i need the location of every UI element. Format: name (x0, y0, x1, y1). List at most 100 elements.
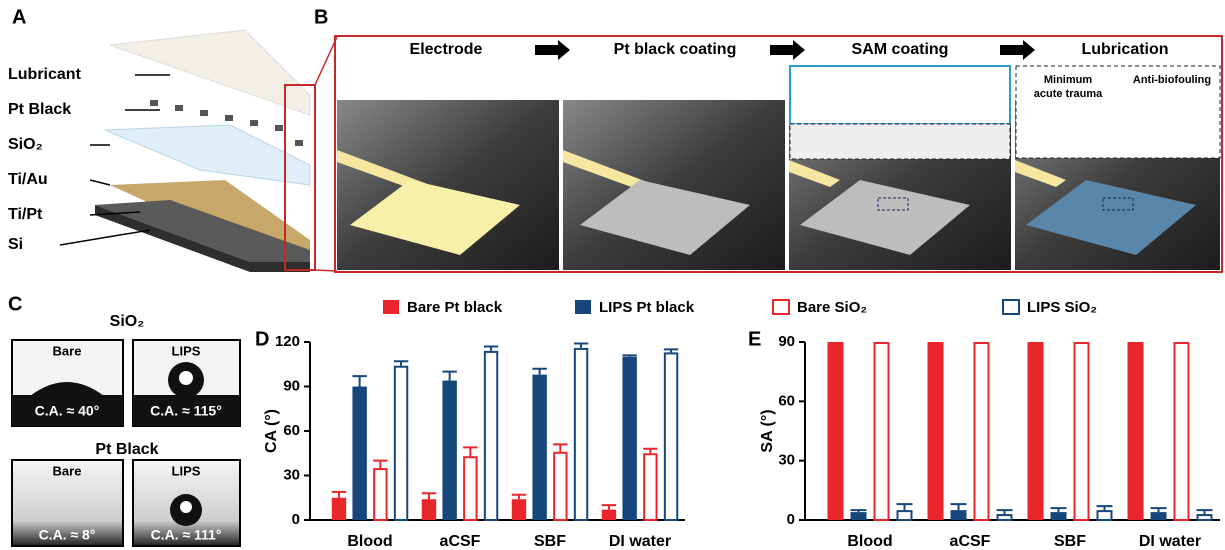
x-tick-label: DI water (609, 533, 671, 550)
legend-swatch (383, 300, 399, 314)
bar (875, 343, 889, 520)
bar (485, 352, 497, 520)
legend-label: LIPS SiO₂ (1027, 299, 1097, 316)
bar (1175, 343, 1189, 520)
bar (1128, 342, 1144, 520)
contact-angle: C.A. ≈ 40° (35, 403, 100, 419)
layer-label: Ti/Pt (8, 206, 43, 223)
panel-a-illustration (95, 30, 315, 272)
error-bar (602, 505, 616, 509)
error-bar (484, 346, 498, 350)
legend-swatch (1003, 300, 1019, 314)
error-bar (394, 361, 408, 365)
image-label: Bare (53, 463, 82, 478)
y-tick-label: 0 (787, 511, 795, 528)
y-axis-title: SA (°) (759, 409, 776, 452)
bar (898, 511, 912, 520)
error-bar (574, 343, 588, 347)
layer-label: SiO₂ (8, 136, 43, 153)
y-tick-label: 30 (778, 452, 795, 469)
error-bar (373, 461, 387, 468)
bar (665, 353, 677, 520)
contact-angle: C.A. ≈ 115° (150, 403, 222, 419)
image-label: LIPS (172, 343, 201, 358)
bar (851, 512, 867, 520)
bar (998, 515, 1012, 520)
layer-label: Lubricant (8, 66, 82, 83)
y-tick-label: 60 (778, 392, 795, 409)
panel-label: B (314, 6, 328, 28)
error-bar (664, 349, 678, 352)
panel-label: E (748, 328, 761, 350)
page: A B C D E Lubricant Pt Black SiO₂ Ti/Au … (0, 0, 1225, 550)
error-bar (512, 495, 526, 499)
bar (554, 453, 566, 520)
bar (374, 469, 386, 520)
x-tick-label: aCSF (950, 533, 991, 550)
bar (575, 349, 587, 520)
error-bar (1097, 506, 1113, 510)
panel-label: A (12, 6, 26, 28)
bar (1051, 512, 1067, 520)
step-label: Pt black coating (614, 41, 737, 58)
bar (512, 499, 526, 520)
x-tick-label: SBF (1054, 533, 1086, 550)
error-bar (1151, 508, 1167, 512)
error-bar (352, 376, 366, 386)
bar (1151, 512, 1167, 520)
error-bar (1051, 508, 1067, 512)
figure: A B C D E Lubricant Pt Black SiO₂ Ti/Au … (0, 0, 1225, 550)
y-tick-label: 30 (283, 466, 300, 483)
panel-label: D (255, 328, 269, 350)
error-bar (897, 504, 913, 510)
error-bar (951, 504, 967, 510)
bar (928, 342, 944, 520)
step-label: Electrode (410, 41, 483, 58)
bar (1098, 511, 1112, 520)
error-bar (643, 449, 657, 453)
legend-label: Bare Pt black (407, 299, 503, 316)
panel-label: C (8, 293, 22, 315)
inset-label: Anti-biofouling (1133, 74, 1211, 86)
x-tick-label: Blood (347, 533, 392, 550)
bar (532, 375, 546, 520)
step-label: SAM coating (852, 41, 949, 58)
x-tick-label: aCSF (440, 533, 481, 550)
bar (352, 387, 366, 521)
error-bar (622, 355, 636, 356)
y-tick-label: 90 (778, 333, 795, 350)
error-bar (553, 444, 567, 451)
step-arrows (535, 40, 1035, 60)
legend-label: LIPS Pt black (599, 299, 695, 316)
bar (622, 357, 636, 520)
x-tick-label: Blood (847, 533, 892, 550)
error-bar (463, 447, 477, 456)
y-tick-label: 90 (283, 377, 300, 394)
y-tick-label: 0 (292, 511, 300, 528)
image-label: LIPS (172, 463, 201, 478)
bar (464, 457, 476, 520)
x-tick-label: DI water (1139, 533, 1201, 550)
layer-label: Si (8, 236, 23, 253)
contact-angle: C.A. ≈ 8° (39, 527, 96, 543)
error-bar (997, 510, 1013, 514)
bar (442, 381, 456, 520)
error-bar (851, 510, 867, 512)
bar (975, 343, 989, 520)
legend-swatch (773, 300, 789, 314)
legend-swatch (575, 300, 591, 314)
layer-label: Pt Black (8, 101, 71, 118)
contact-angle: C.A. ≈ 111° (151, 527, 222, 543)
step-label: Lubrication (1081, 41, 1168, 58)
error-bar (1197, 510, 1213, 514)
layer-label: Ti/Au (8, 171, 48, 188)
bar (951, 510, 967, 520)
error-bar (442, 372, 456, 381)
group-title: SiO₂ (110, 313, 145, 330)
group-title: Pt Black (95, 441, 158, 458)
inset-label: acute trauma (1034, 88, 1103, 100)
bar (422, 499, 436, 520)
bar (644, 454, 656, 520)
bar (602, 510, 616, 520)
error-bar (422, 493, 436, 499)
